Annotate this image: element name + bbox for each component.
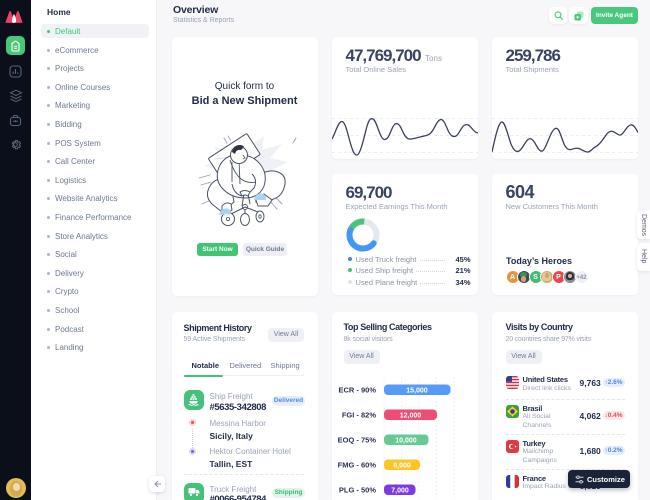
svg-text:EOQ - 75%: EOQ - 75% (337, 435, 376, 444)
svg-text:ECR - 90%: ECR - 90% (338, 385, 376, 394)
svg-text:FGI - 82%: FGI - 82% (341, 410, 376, 419)
svg-text:7,000: 7,000 (391, 487, 409, 494)
svg-text:8,000: 8,000 (393, 462, 411, 469)
svg-text:15,000: 15,000 (406, 387, 428, 394)
svg-text:12,000: 12,000 (399, 412, 421, 419)
svg-text:10,000: 10,000 (395, 437, 417, 444)
svg-text:PLG - 50%: PLG - 50% (338, 485, 375, 494)
svg-text:FMG - 60%: FMG - 60% (337, 460, 376, 469)
